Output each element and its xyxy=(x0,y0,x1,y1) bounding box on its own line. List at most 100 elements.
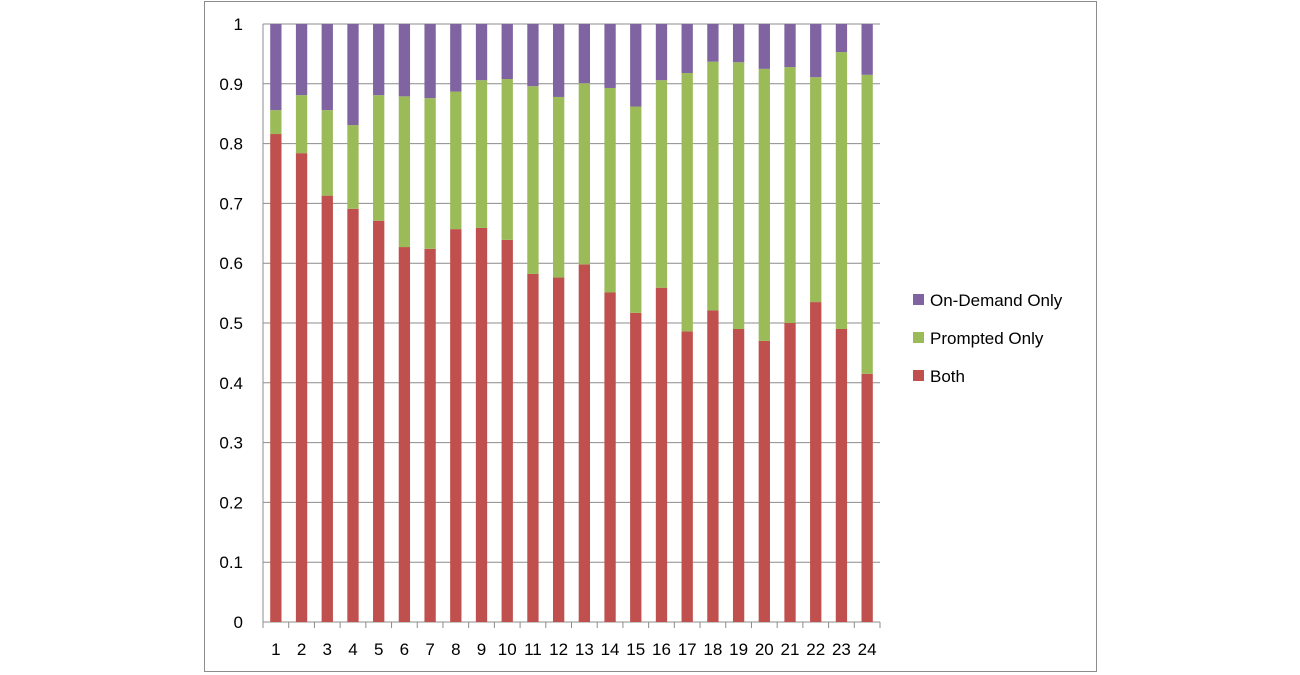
bar-on-demand-only xyxy=(578,24,591,84)
bar-both xyxy=(552,277,565,622)
bar-prompted-only xyxy=(835,52,848,329)
x-tick-label: 8 xyxy=(451,640,460,659)
x-tick-label: 23 xyxy=(832,640,851,659)
legend-label: On-Demand Only xyxy=(930,291,1063,310)
bar-both xyxy=(578,264,591,622)
bar-on-demand-only xyxy=(347,24,359,126)
bar-prompted-only xyxy=(552,96,565,278)
legend-label: Prompted Only xyxy=(930,329,1044,348)
bar-both xyxy=(604,292,616,622)
bar-prompted-only xyxy=(655,80,668,288)
legend-swatch xyxy=(913,294,924,305)
y-tick-label: 0.4 xyxy=(219,374,243,393)
y-tick-label: 0.9 xyxy=(219,75,243,94)
bar-prompted-only xyxy=(270,110,282,135)
x-tick-label: 5 xyxy=(374,640,383,659)
y-tick-label: 0.2 xyxy=(219,493,243,512)
x-tick-label: 9 xyxy=(477,640,486,659)
bar-on-demand-only xyxy=(321,24,333,111)
x-tick-label: 15 xyxy=(626,640,645,659)
x-tick-label: 19 xyxy=(729,640,748,659)
legend-label: Both xyxy=(930,367,965,386)
bar-on-demand-only xyxy=(758,24,770,69)
y-tick-label: 0.6 xyxy=(219,254,243,273)
y-tick-label: 0.1 xyxy=(219,553,243,572)
bar-on-demand-only xyxy=(373,24,385,96)
x-tick-label: 20 xyxy=(755,640,774,659)
bar-both xyxy=(373,220,385,622)
bar-both xyxy=(758,340,770,622)
bar-on-demand-only xyxy=(732,24,745,63)
legend-swatch xyxy=(913,370,924,381)
bar-on-demand-only xyxy=(810,24,822,78)
bar-on-demand-only xyxy=(398,24,411,97)
bar-prompted-only xyxy=(784,67,796,323)
x-tick-label: 3 xyxy=(323,640,332,659)
bar-prompted-only xyxy=(424,98,436,249)
bar-both xyxy=(398,247,411,622)
bar-both xyxy=(347,208,359,623)
bar-both xyxy=(732,328,745,622)
legend-swatch xyxy=(913,332,924,343)
bar-both xyxy=(655,287,668,622)
bar-prompted-only xyxy=(732,62,745,329)
bar-both xyxy=(810,302,822,622)
y-tick-label: 0 xyxy=(234,613,243,632)
bar-both xyxy=(630,312,642,622)
bar-prompted-only xyxy=(861,74,873,374)
bar-on-demand-only xyxy=(784,24,796,68)
bar-both xyxy=(501,239,513,623)
bar-prompted-only xyxy=(450,91,462,230)
bar-prompted-only xyxy=(398,96,411,248)
bar-both xyxy=(861,373,873,622)
bar-both xyxy=(475,227,488,622)
x-tick-label: 18 xyxy=(703,640,722,659)
bar-on-demand-only xyxy=(655,24,668,81)
bar-prompted-only xyxy=(501,79,513,240)
bar-both xyxy=(424,248,436,622)
bar-on-demand-only xyxy=(681,24,693,74)
x-tick-label: 1 xyxy=(271,640,280,659)
bar-both xyxy=(450,229,462,622)
bar-prompted-only xyxy=(707,61,719,311)
bar-both xyxy=(270,134,282,623)
x-tick-label: 2 xyxy=(297,640,306,659)
bar-both xyxy=(295,153,308,622)
x-tick-label: 4 xyxy=(348,640,357,659)
x-tick-label: 6 xyxy=(400,640,409,659)
y-tick-label: 1 xyxy=(234,15,243,34)
bar-prompted-only xyxy=(604,87,616,293)
x-tick-label: 11 xyxy=(524,640,542,659)
bar-both xyxy=(527,273,539,622)
x-tick-label: 10 xyxy=(498,640,517,659)
bar-on-demand-only xyxy=(861,24,873,75)
x-tick-label: 22 xyxy=(806,640,825,659)
bar-both xyxy=(784,323,796,622)
bar-prompted-only xyxy=(578,83,591,265)
bar-on-demand-only xyxy=(450,24,462,92)
bar-on-demand-only xyxy=(630,24,642,107)
x-tick-label: 24 xyxy=(858,640,877,659)
x-tick-label: 16 xyxy=(652,640,671,659)
bar-both xyxy=(681,331,693,622)
bar-on-demand-only xyxy=(270,24,282,111)
y-tick-label: 0.7 xyxy=(219,194,243,213)
bar-on-demand-only xyxy=(707,24,719,62)
bar-prompted-only xyxy=(373,95,385,221)
x-tick-label: 13 xyxy=(575,640,594,659)
x-tick-label: 14 xyxy=(601,640,620,659)
bar-prompted-only xyxy=(527,86,539,274)
bar-both xyxy=(707,310,719,622)
bar-on-demand-only xyxy=(501,24,513,80)
bar-on-demand-only xyxy=(424,24,436,99)
x-tick-label: 12 xyxy=(549,640,568,659)
bar-prompted-only xyxy=(295,95,308,154)
bar-both xyxy=(321,195,333,622)
y-tick-label: 0.5 xyxy=(219,314,243,333)
bar-on-demand-only xyxy=(475,24,488,81)
bar-on-demand-only xyxy=(295,24,308,96)
x-tick-label: 17 xyxy=(678,640,697,659)
bar-both xyxy=(835,328,848,622)
bar-prompted-only xyxy=(630,106,642,313)
